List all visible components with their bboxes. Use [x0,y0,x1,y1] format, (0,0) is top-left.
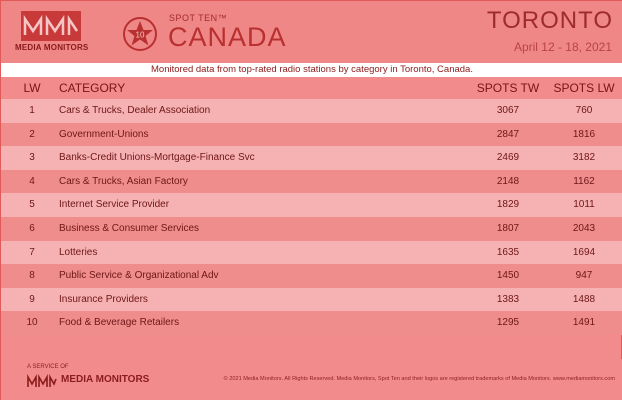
cell-spots-lw: 1491 [572,317,596,329]
cell-spots-tw: 3067 [496,105,520,116]
table-row: 2 Government-Unions 2847 1816 [1,122,622,147]
footer: A SERVICE OF MEDIA MONITORS © 2021 Media… [1,359,622,400]
cell-category: Insurance Providers [59,293,148,305]
cell-spots-lw: 2043 [572,222,596,234]
cell-spots-lw: 1488 [572,293,596,305]
cell-lw: 3 [29,152,35,164]
cell-lw: 5 [29,199,35,211]
cell-lw: 6 [29,222,35,234]
date-range: April 12 - 18, 2021 [513,40,612,54]
header-spots-lw: SPOTS LW [553,81,615,95]
service-of-label: A SERVICE OF [27,364,69,370]
header: MEDIA MONITORS 10 SPOT TEN™ CANADA TORON… [1,1,622,63]
cell-spots-tw: 2847 [496,128,520,140]
cell-category: Business & Consumer Services [59,222,200,234]
cell-spots-lw: 1816 [572,128,596,140]
cell-spots-lw: 760 [575,105,593,116]
footer-waveform-logo-icon [27,374,57,387]
cell-lw: 8 [29,270,35,282]
cell-spots-lw: 1694 [572,246,596,258]
badge-number: 10 [136,31,145,40]
cell-lw: 2 [29,128,35,140]
cell-lw: 10 [26,317,38,329]
cell-spots-tw: 2148 [496,175,520,187]
cell-spots-tw: 1635 [496,246,520,258]
table-row: 4 Cars & Trucks, Asian Factory 2148 1162 [1,169,622,194]
waveform-logo-icon [21,11,81,41]
spot-ten-star-icon: 10 [123,17,157,51]
spot-ten-label: SPOT TEN™ [169,13,228,23]
cell-lw: 4 [29,175,35,187]
media-monitors-logo: MEDIA MONITORS [15,11,99,53]
cell-spots-lw: 947 [575,270,593,282]
table-row: 5 Internet Service Provider 1829 1011 [1,193,622,217]
cell-spots-tw: 1383 [496,293,520,305]
header-spots-tw: SPOTS TW [476,81,540,95]
country-title: CANADA [168,22,287,52]
cell-lw: 9 [29,293,35,305]
cell-spots-lw: 1162 [573,175,595,187]
cell-lw: 1 [29,105,35,116]
footer-logo-text: MEDIA MONITORS [61,374,150,385]
cell-spots-tw: 1450 [496,270,520,282]
cell-category: Internet Service Provider [59,199,170,211]
cell-category: Cars & Trucks, Dealer Association [59,105,211,116]
cell-category: Cars & Trucks, Asian Factory [59,175,188,187]
cell-spots-tw: 1829 [496,199,520,211]
cell-spots-lw: 1011 [573,199,595,211]
table-header: LW CATEGORY SPOTS TW SPOTS LW [1,77,622,99]
table-row: 3 Banks-Credit Unions-Mortgage-Finance S… [1,146,622,170]
header-category: CATEGORY [59,81,126,95]
cell-category: Lotteries [59,246,98,258]
table-row: 6 Business & Consumer Services 1807 2043 [1,216,622,241]
cell-category: Banks-Credit Unions-Mortgage-Finance Svc [59,152,255,164]
table-row: 8 Public Service & Organizational Adv 14… [1,264,622,288]
cell-lw: 7 [29,246,35,258]
cell-spots-tw: 2469 [496,152,520,164]
header-lw: LW [23,81,41,95]
table-row: 9 Insurance Providers 1383 1488 [1,287,622,312]
spots-table: LW CATEGORY SPOTS TW SPOTS LW 1 Cars & T… [1,77,622,335]
table-row: 10 Food & Beverage Retailers 1295 1491 [1,311,622,335]
cell-spots-lw: 3182 [572,152,596,164]
subtitle: Monitored data from top-rated radio stat… [1,63,622,77]
cell-spots-tw: 1807 [496,222,520,234]
copyright-text: © 2021 Media Monitors. All Rights Reserv… [223,376,615,382]
table-row: 1 Cars & Trucks, Dealer Association 3067… [1,99,622,123]
cell-category: Government-Unions [59,128,149,140]
logo-text: MEDIA MONITORS [15,43,89,52]
city-title: TORONTO [486,7,613,34]
cell-spots-tw: 1295 [496,317,520,329]
cell-category: Food & Beverage Retailers [59,317,180,329]
cell-category: Public Service & Organizational Adv [59,270,219,282]
table-row: 7 Lotteries 1635 1694 [1,240,622,265]
